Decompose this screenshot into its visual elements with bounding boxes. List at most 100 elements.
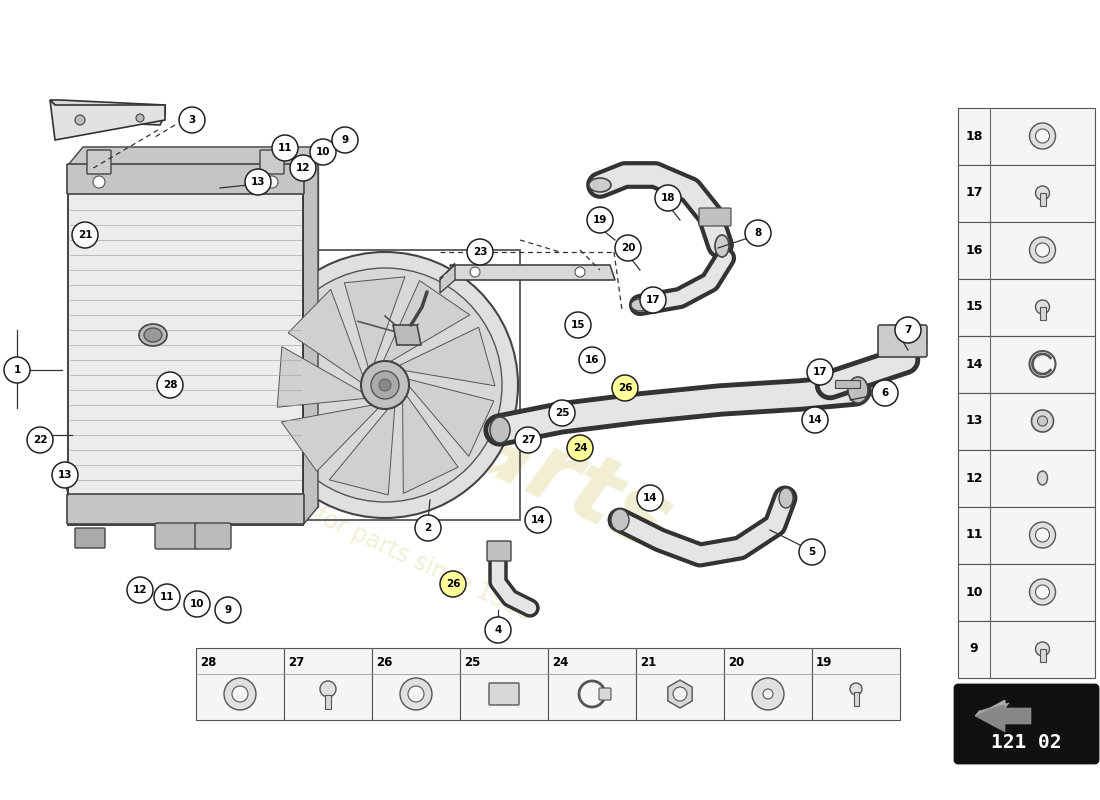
Text: 10: 10: [966, 586, 982, 598]
Polygon shape: [397, 327, 495, 386]
Circle shape: [126, 577, 153, 603]
FancyBboxPatch shape: [195, 523, 231, 549]
Circle shape: [1030, 123, 1056, 149]
Polygon shape: [68, 165, 302, 525]
Circle shape: [895, 317, 921, 343]
Text: 27: 27: [520, 435, 536, 445]
Text: 26: 26: [376, 655, 393, 669]
Text: 14: 14: [530, 515, 546, 525]
FancyBboxPatch shape: [600, 688, 610, 700]
Bar: [958, 165, 1094, 222]
Text: 6: 6: [881, 388, 889, 398]
Polygon shape: [403, 394, 458, 494]
Bar: [958, 450, 1094, 507]
Circle shape: [1030, 522, 1056, 548]
Text: 28: 28: [200, 655, 217, 669]
Bar: [196, 648, 284, 720]
Text: 9: 9: [224, 605, 232, 615]
Ellipse shape: [490, 417, 510, 443]
Circle shape: [515, 427, 541, 453]
Polygon shape: [975, 700, 1009, 716]
Circle shape: [470, 267, 480, 277]
Text: 18: 18: [661, 193, 675, 203]
Circle shape: [763, 689, 773, 699]
Bar: [958, 222, 1094, 279]
Circle shape: [320, 681, 336, 697]
FancyBboxPatch shape: [260, 150, 284, 174]
Text: 25: 25: [464, 655, 481, 669]
Circle shape: [290, 155, 316, 181]
Polygon shape: [329, 405, 395, 495]
Polygon shape: [393, 325, 421, 345]
Polygon shape: [82, 147, 318, 507]
Circle shape: [184, 591, 210, 617]
Polygon shape: [288, 290, 364, 384]
Bar: [548, 648, 636, 720]
Polygon shape: [277, 346, 367, 407]
Text: 10: 10: [189, 599, 205, 609]
Text: 21: 21: [640, 655, 656, 669]
Circle shape: [332, 127, 358, 153]
Circle shape: [640, 287, 666, 313]
Text: 14: 14: [642, 493, 658, 503]
Text: a passion for parts since 1985: a passion for parts since 1985: [204, 454, 537, 626]
Circle shape: [615, 235, 641, 261]
Text: 21: 21: [78, 230, 92, 240]
Circle shape: [1030, 579, 1056, 605]
Circle shape: [549, 400, 575, 426]
Circle shape: [802, 407, 828, 433]
Bar: [1040, 649, 1045, 662]
Text: 13: 13: [966, 414, 982, 427]
Text: 12: 12: [133, 585, 147, 595]
Bar: [724, 648, 812, 720]
Text: 13: 13: [57, 470, 73, 480]
Circle shape: [1035, 243, 1049, 257]
Ellipse shape: [848, 377, 868, 403]
Text: 11: 11: [966, 529, 982, 542]
Circle shape: [440, 571, 466, 597]
Polygon shape: [450, 265, 615, 280]
Polygon shape: [50, 100, 165, 140]
Circle shape: [371, 371, 399, 399]
Circle shape: [1035, 528, 1049, 542]
Polygon shape: [282, 405, 380, 471]
Circle shape: [272, 135, 298, 161]
Text: 22: 22: [33, 435, 47, 445]
Text: 28: 28: [163, 380, 177, 390]
Bar: [854, 692, 858, 706]
Circle shape: [310, 139, 336, 165]
Circle shape: [566, 435, 593, 461]
Circle shape: [612, 375, 638, 401]
Text: 25: 25: [554, 408, 570, 418]
Polygon shape: [406, 378, 494, 456]
Circle shape: [94, 176, 104, 188]
Bar: [958, 279, 1094, 336]
FancyBboxPatch shape: [155, 523, 197, 549]
Circle shape: [245, 169, 271, 195]
Bar: [460, 648, 548, 720]
Text: 10: 10: [316, 147, 330, 157]
Text: 27: 27: [288, 655, 304, 669]
Circle shape: [1035, 129, 1049, 143]
Polygon shape: [50, 100, 165, 125]
Text: 18: 18: [966, 130, 982, 142]
FancyBboxPatch shape: [67, 494, 304, 524]
Bar: [958, 564, 1094, 621]
Circle shape: [52, 462, 78, 488]
Circle shape: [154, 584, 180, 610]
Circle shape: [565, 312, 591, 338]
Text: 20: 20: [728, 655, 744, 669]
Circle shape: [157, 372, 183, 398]
Text: 13: 13: [251, 177, 265, 187]
Text: 17: 17: [813, 367, 827, 377]
Text: 8: 8: [755, 228, 761, 238]
Text: 9: 9: [341, 135, 349, 145]
Bar: [958, 393, 1094, 450]
Ellipse shape: [144, 328, 162, 342]
FancyBboxPatch shape: [487, 541, 512, 561]
Circle shape: [745, 220, 771, 246]
Ellipse shape: [588, 178, 610, 192]
Bar: [284, 648, 372, 720]
Text: 26: 26: [446, 579, 460, 589]
Circle shape: [1035, 585, 1049, 599]
